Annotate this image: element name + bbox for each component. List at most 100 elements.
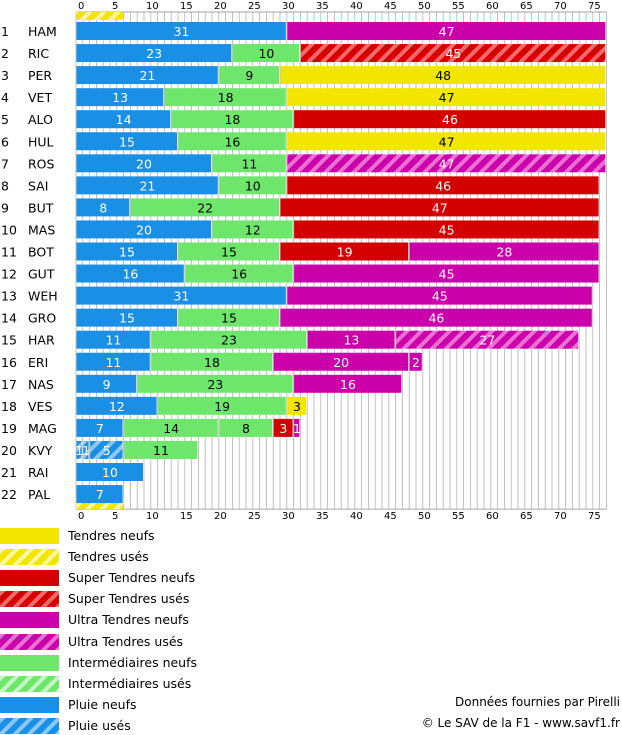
stint-bar bbox=[151, 330, 307, 349]
stint-laps-label: 1 bbox=[82, 443, 90, 458]
stint-bar bbox=[294, 374, 402, 393]
stint-laps-label: 9 bbox=[103, 377, 111, 392]
stint-laps-label: 18 bbox=[224, 112, 240, 127]
driver-row: 1 HAM 31 47 bbox=[1, 22, 606, 40]
legend-label: Ultra Tendres neufs bbox=[68, 612, 189, 628]
driver-position: 11 bbox=[1, 245, 17, 260]
stint-bar bbox=[409, 242, 599, 261]
driver-position: 16 bbox=[1, 355, 17, 370]
driver-position: 12 bbox=[1, 267, 17, 282]
stint-bar bbox=[409, 352, 422, 371]
driver-position: 2 bbox=[1, 46, 9, 61]
driver-position: 8 bbox=[1, 178, 9, 193]
legend-swatch bbox=[0, 570, 59, 587]
driver-name: GRO bbox=[28, 311, 56, 326]
stint-bar bbox=[158, 396, 286, 415]
driver-row: 19 MAG 7 14 8 3 1 bbox=[1, 418, 301, 437]
legend-label: Pluie neufs bbox=[68, 696, 137, 712]
stint-bar bbox=[396, 330, 579, 349]
stint-laps-label: 45 bbox=[445, 46, 461, 61]
stint-laps-label: 19 bbox=[337, 245, 353, 260]
stint-laps-label: 18 bbox=[204, 355, 220, 370]
stint-bar bbox=[232, 44, 300, 63]
stint-laps-label: 10 bbox=[245, 178, 261, 193]
stint-laps-label: 16 bbox=[224, 134, 240, 149]
stint-bar bbox=[76, 66, 218, 85]
tick-label: 0 bbox=[78, 1, 84, 12]
stint-laps-label: 13 bbox=[112, 90, 128, 105]
driver-name: SAI bbox=[28, 178, 48, 193]
driver-name: PAL bbox=[28, 487, 50, 502]
stint-laps-label: 5 bbox=[103, 443, 111, 458]
stint-laps-label: 7 bbox=[96, 421, 104, 436]
stint-bar bbox=[76, 374, 137, 393]
driver-position: 10 bbox=[1, 222, 17, 237]
driver-name: HAR bbox=[28, 333, 55, 348]
stint-bar bbox=[130, 198, 279, 217]
safety-car-marks bbox=[76, 12, 124, 510]
legend-swatch-fill bbox=[0, 528, 59, 544]
stint-bar bbox=[294, 220, 599, 239]
driver-row: 4 VET 13 18 47 bbox=[1, 88, 606, 107]
stint-bar bbox=[219, 418, 273, 437]
stint-bar bbox=[76, 132, 177, 151]
stint-laps-label: 13 bbox=[343, 333, 359, 348]
stint-laps-label: 23 bbox=[221, 333, 237, 348]
driver-position: 22 bbox=[1, 487, 17, 502]
driver-row: 10 MAS 20 12 45 bbox=[1, 220, 599, 239]
stint-bar bbox=[137, 374, 293, 393]
legend-label: Tendres usés bbox=[68, 549, 149, 565]
legend-label: Super Tendres neufs bbox=[68, 570, 196, 586]
stint-bar bbox=[280, 66, 606, 85]
stint-laps-label: 15 bbox=[221, 245, 237, 260]
stint-laps-label: 11 bbox=[105, 333, 121, 348]
driver-position: 21 bbox=[1, 465, 17, 480]
legend-swatch-fill bbox=[0, 633, 59, 650]
stint-bar bbox=[212, 220, 293, 239]
driver-position: 14 bbox=[1, 311, 17, 326]
driver-row: 14 GRO 15 15 46 bbox=[1, 308, 592, 327]
stint-laps-label: 22 bbox=[197, 200, 213, 215]
driver-name: MAG bbox=[28, 421, 57, 436]
stint-laps-label: 16 bbox=[340, 377, 356, 392]
legend-swatch-fill bbox=[0, 591, 59, 608]
tick-label: 65 bbox=[520, 511, 533, 520]
stint-bar bbox=[287, 286, 592, 305]
driver-row: 21 RAI 10 bbox=[1, 463, 143, 481]
stint-laps-label: 15 bbox=[119, 134, 135, 149]
stint-laps-label: 3 bbox=[293, 399, 301, 414]
stint-laps-label: 45 bbox=[432, 289, 448, 304]
stint-bar bbox=[300, 44, 606, 63]
stint-bar bbox=[219, 176, 286, 195]
tick-label: 50 bbox=[418, 1, 431, 12]
legend-swatch-fill bbox=[0, 717, 59, 734]
stint-laps-label: 14 bbox=[116, 112, 132, 127]
stint-laps-label: 23 bbox=[207, 377, 223, 392]
driver-name: KVY bbox=[28, 443, 53, 458]
driver-row: 6 HUL 15 16 47 bbox=[1, 132, 606, 151]
driver-name: HUL bbox=[28, 134, 54, 149]
stint-bar bbox=[124, 418, 218, 437]
stint-bar bbox=[273, 352, 409, 371]
stint-laps-label: 46 bbox=[428, 311, 444, 326]
stint-bar bbox=[273, 418, 293, 437]
stint-laps-label: 47 bbox=[439, 24, 455, 39]
stint-bar bbox=[294, 110, 606, 129]
stint-laps-label: 47 bbox=[439, 156, 455, 171]
stint-laps-label: 9 bbox=[245, 68, 253, 83]
tick-label: 5 bbox=[112, 511, 118, 520]
driver-name: MAS bbox=[28, 222, 55, 237]
driver-name: ALO bbox=[28, 112, 53, 127]
tick-label: 35 bbox=[316, 511, 329, 520]
stint-bar bbox=[287, 176, 599, 195]
stint-bar bbox=[124, 440, 198, 459]
tick-label: 45 bbox=[384, 1, 397, 12]
driver-row: 7 ROS 20 11 47 bbox=[1, 154, 606, 173]
stint-laps-label: 23 bbox=[146, 46, 162, 61]
driver-name: ERI bbox=[28, 355, 48, 370]
legend-swatch-fill bbox=[0, 675, 59, 692]
stint-laps-label: 11 bbox=[153, 443, 169, 458]
stint-laps-label: 8 bbox=[242, 421, 250, 436]
stint-bar bbox=[280, 308, 592, 327]
legend-label: Tendres neufs bbox=[68, 528, 155, 543]
